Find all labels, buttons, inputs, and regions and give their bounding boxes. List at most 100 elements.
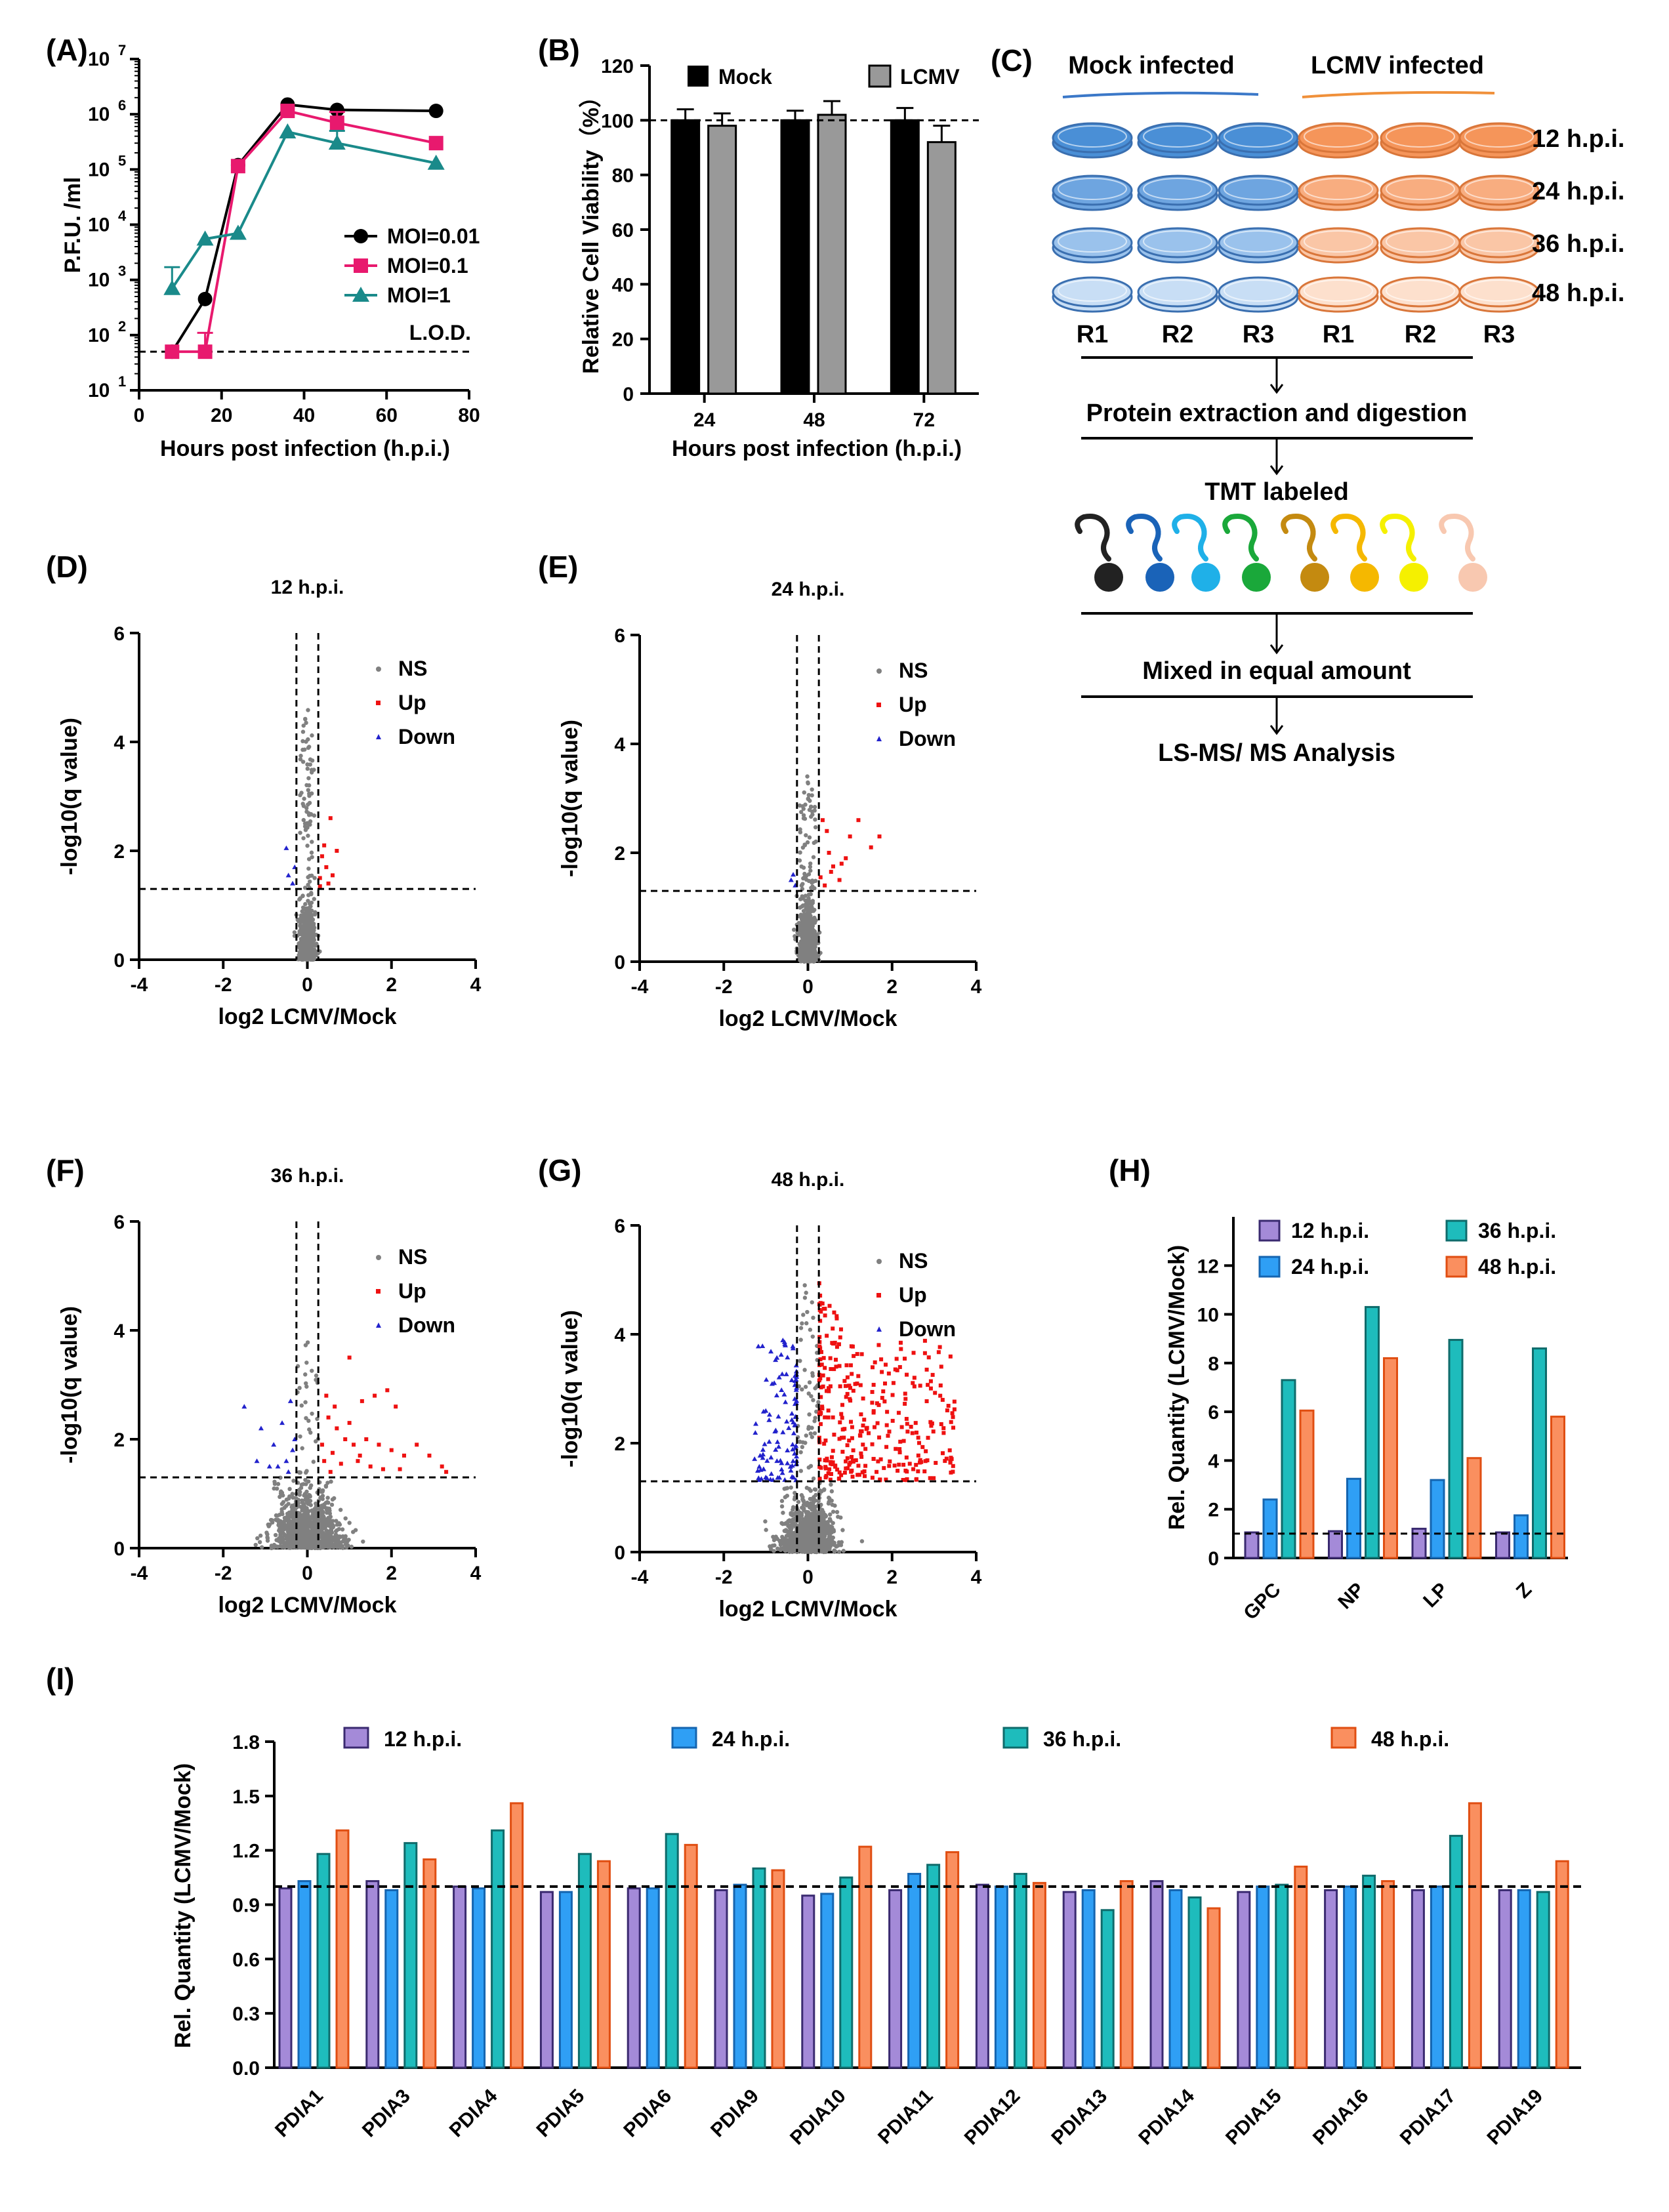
ns-point [798,912,804,917]
tmt-tag-bead [1191,563,1220,592]
up-point [850,1454,854,1459]
legend-label: NS [398,1245,427,1269]
y-tick-label: 20 [612,329,634,351]
ns-point [784,1521,789,1525]
down-points [752,1338,800,1483]
up-point [318,884,322,888]
up-point [820,1404,825,1409]
up-point [839,1412,844,1416]
ns-point [803,893,808,898]
y-tick-label: 0 [1208,1548,1219,1570]
ns-point [312,897,316,901]
down-point [756,1464,762,1469]
up-point [944,1456,949,1461]
dish-top [1218,276,1299,308]
up-point [843,1383,848,1388]
ns-point [815,954,819,959]
dish-top [1137,227,1218,258]
up-point [926,1355,931,1360]
dish-top [1380,227,1461,258]
up-point [333,1404,337,1409]
bar-48 h.p.i. [1032,1881,1046,2069]
up-point [867,1431,871,1435]
up-point [360,1399,364,1403]
ns-point [304,720,308,726]
up-point [347,1421,352,1425]
legend-marker [876,668,882,674]
legend-label: NS [899,659,928,682]
bar-36 h.p.i. [1362,1874,1376,2069]
bar-36 h.p.i. [1365,1305,1380,1559]
bar-48 h.p.i. [1555,1860,1569,2069]
y-tick-label: 4 [113,1321,125,1342]
ns-point [343,1542,348,1547]
legend-label: Up [398,1279,426,1303]
ns-point [802,1534,807,1538]
legend-label: 48 h.p.i. [1371,1727,1449,1751]
replicate-label: R2 [1405,321,1437,348]
up-point [328,1469,333,1474]
legend-marker [876,1293,881,1298]
up-point [916,1453,920,1458]
ns-point [804,916,809,921]
up-point [951,1469,955,1474]
ns-point [808,1518,812,1523]
ns-point [814,839,818,844]
legend-swatch [1002,1727,1029,1749]
up-point [840,1416,844,1420]
x-tick-label: 4 [971,976,982,998]
ns-point [325,1507,331,1512]
ns-point [806,900,812,905]
ns-point [808,916,813,921]
up-point [415,1443,419,1447]
ns-point [305,1517,310,1523]
legend-label: Down [899,727,956,750]
data-point [229,224,247,240]
down-point [790,1442,796,1447]
dish-rim [1464,279,1534,302]
bar-36 h.p.i. [839,1876,854,2069]
ns-point [783,1495,787,1500]
bar-12 h.p.i. [1411,1889,1425,2069]
up-point [826,1377,831,1382]
time-label: 48 h.p.i. [1532,279,1624,307]
data-point [165,344,180,359]
legend-marker [376,734,381,739]
ns-point [276,1523,281,1528]
y-tick-label: 0.6 [232,1949,260,1971]
y-tick-label: 8 [1208,1353,1219,1375]
tmt-tag-chain [1172,514,1208,562]
ns-point [314,1378,318,1382]
ns-point [276,1538,281,1543]
ns-point [303,1477,308,1483]
ns-point [811,1315,815,1321]
x-tick-label: PDIA3 [358,2085,415,2142]
ns-point [300,729,306,734]
ns-point [283,1541,287,1546]
ns-point [801,816,806,821]
data-point [230,159,245,174]
ns-point [802,1545,806,1549]
up-point [924,1399,929,1404]
ns-point [305,766,310,771]
up-point [821,1356,826,1361]
up-point [358,1453,362,1458]
ns-point [302,912,307,916]
bar-24 h.p.i. [1346,1477,1361,1559]
down-point [778,1352,784,1357]
ns-point [309,873,314,878]
data-point [196,230,214,246]
up-point [872,1425,876,1429]
up-point [364,1437,369,1441]
up-point [389,1448,394,1452]
ns-point [301,817,306,823]
up-point [913,1421,918,1425]
ns-point [307,1427,312,1432]
group-label-mock: Mock infected [1068,52,1234,79]
dish-rim [1386,279,1455,302]
x-tick-label: 4 [470,1563,482,1584]
ns-point [300,1523,305,1528]
up-point [914,1463,918,1467]
down-point [766,1439,772,1444]
